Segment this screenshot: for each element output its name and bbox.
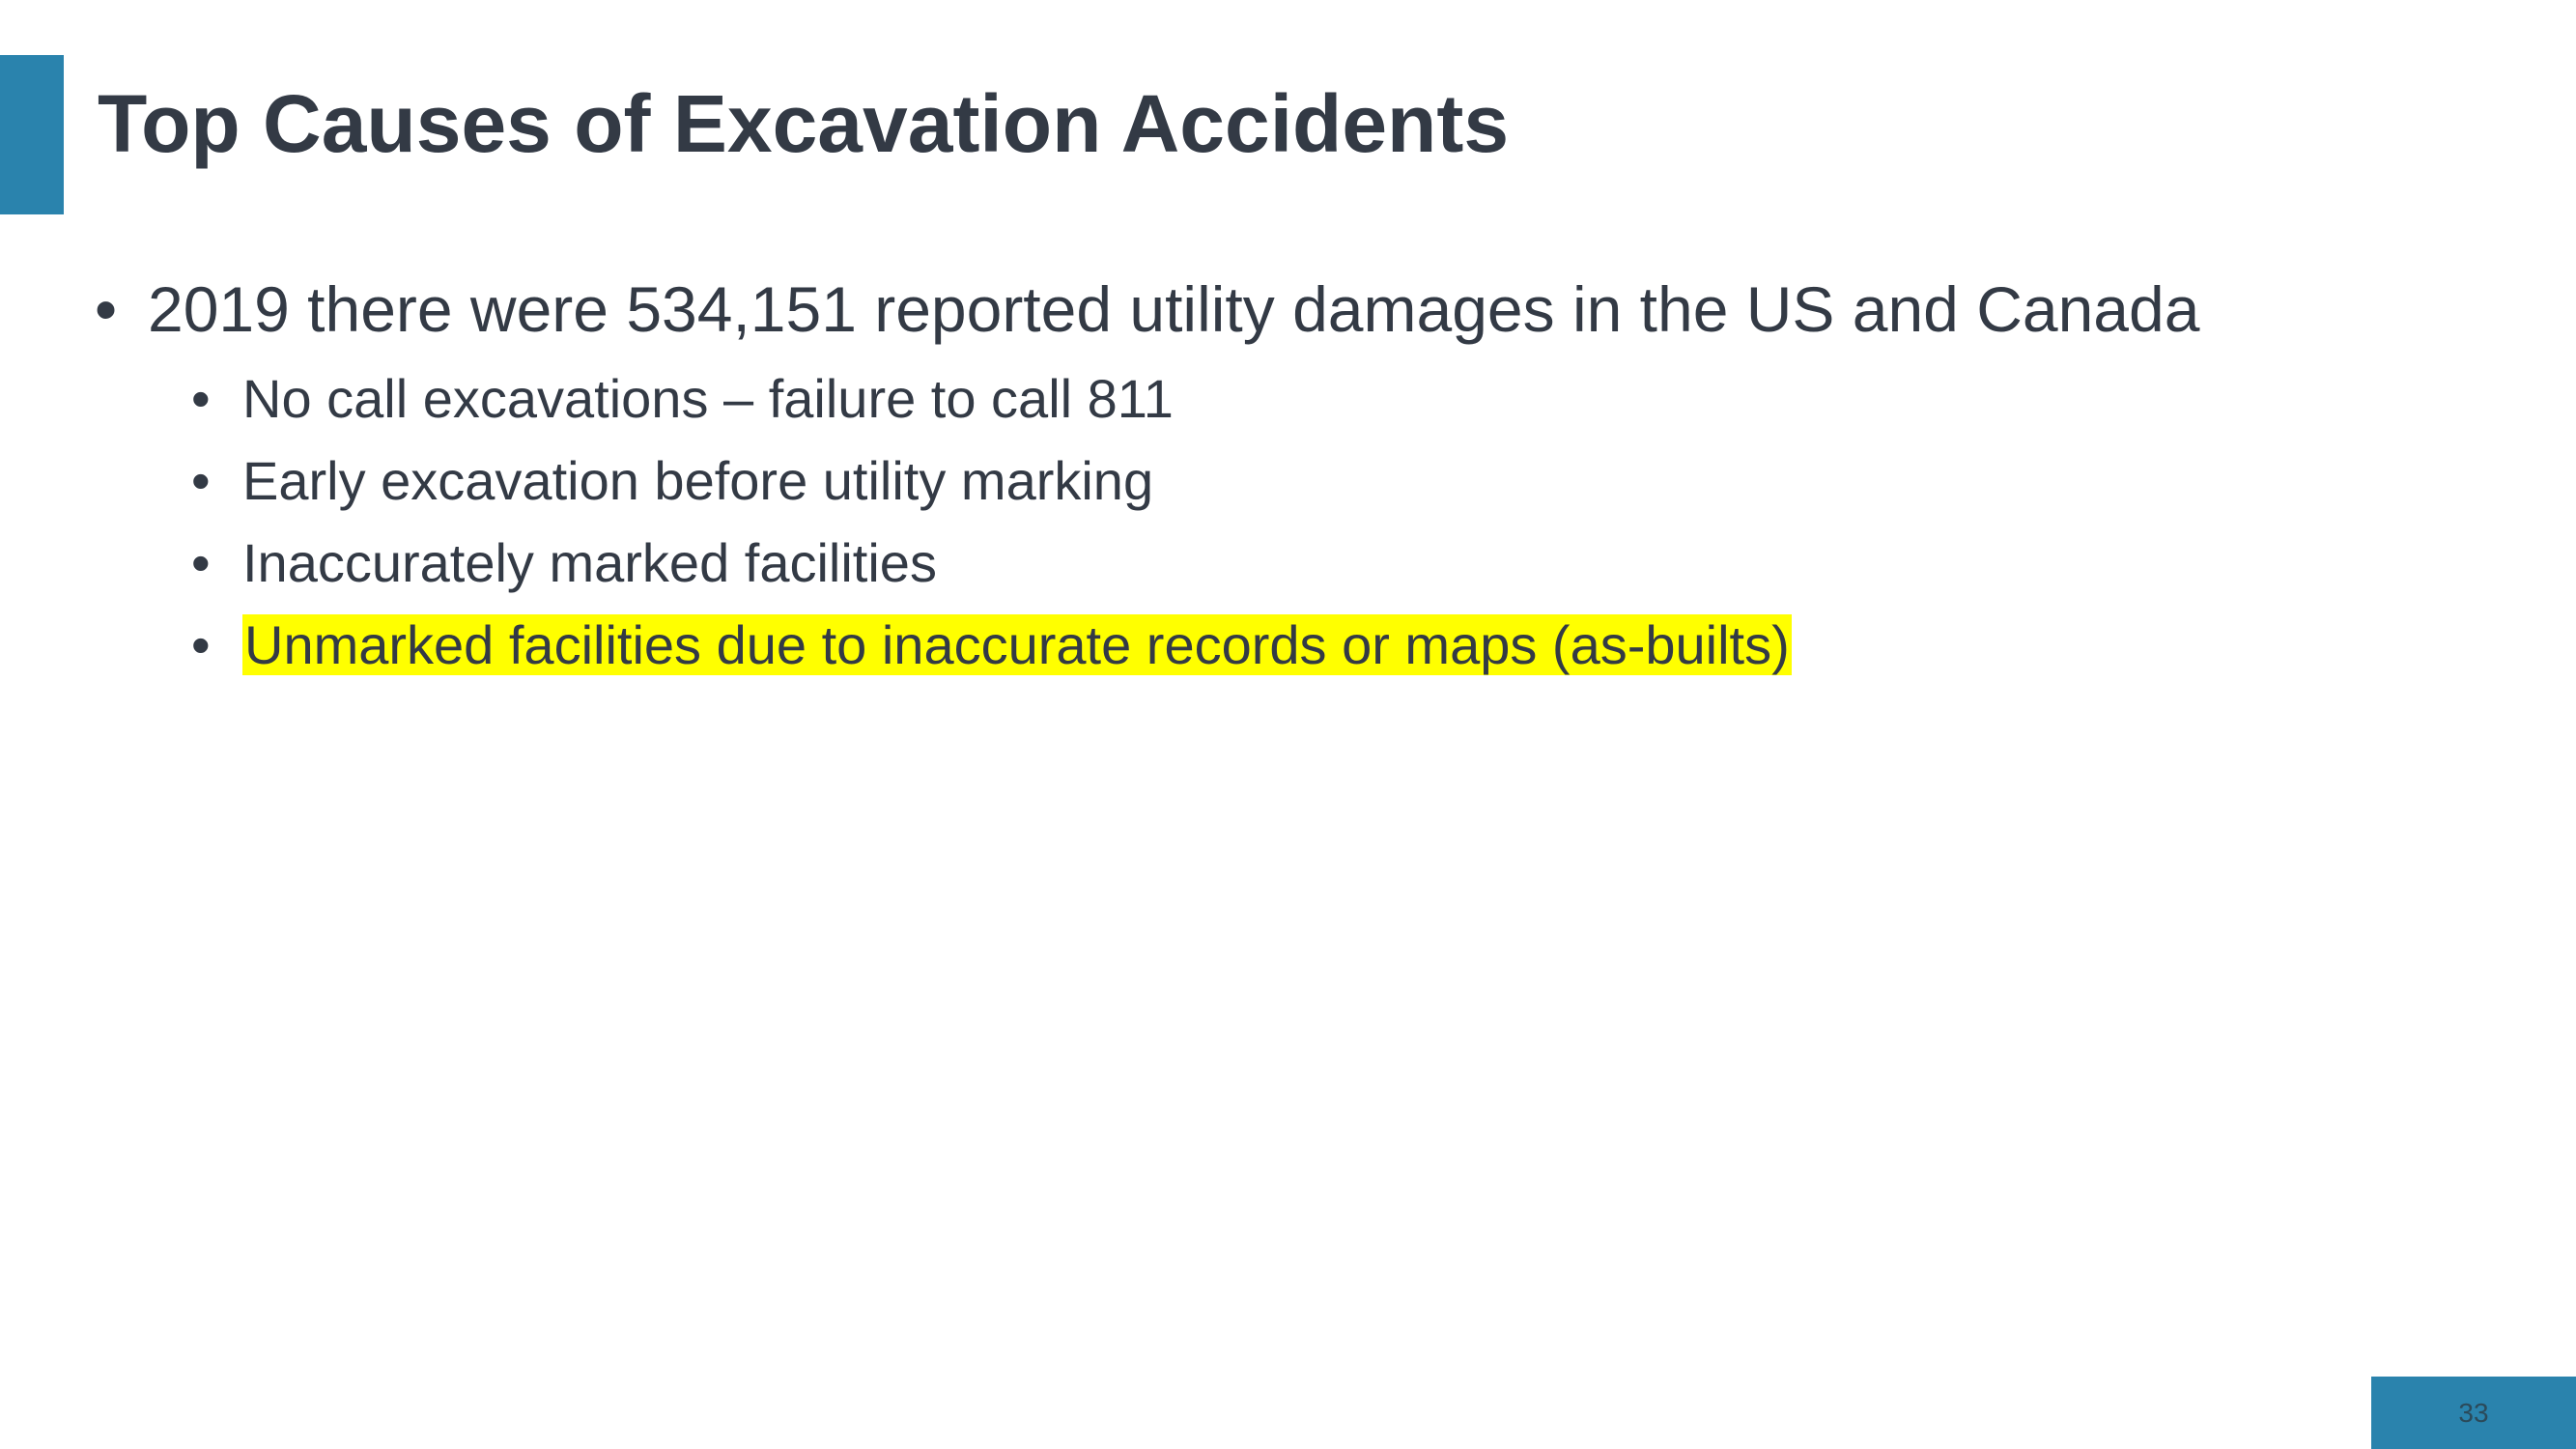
sub-bullet-item: • Unmarked facilities due to inaccurate …: [191, 604, 2518, 686]
sub-bullet-text: Inaccurately marked facilities: [242, 532, 937, 593]
title-accent-bar: [0, 55, 64, 214]
page-number-box: 33: [2371, 1377, 2576, 1449]
bullet-icon: •: [191, 614, 211, 675]
main-bullet-text: 2019 there were 534,151 reported utility…: [148, 273, 2200, 345]
sub-bullet-item: • No call excavations – failure to call …: [191, 357, 2518, 440]
highlighted-sub-bullet-text: Unmarked facilities due to inaccurate re…: [242, 614, 1792, 675]
sub-bullet-text: No call excavations – failure to call 81…: [242, 368, 1174, 429]
page-number: 33: [2458, 1398, 2489, 1428]
bullet-icon: •: [191, 368, 211, 429]
sub-bullet-list: • No call excavations – failure to call …: [95, 357, 2518, 686]
slide-content: • 2019 there were 534,151 reported utili…: [95, 261, 2518, 686]
bullet-icon: •: [191, 532, 211, 593]
slide-title: Top Causes of Excavation Accidents: [98, 78, 1510, 169]
sub-bullet-text: Early excavation before utility marking: [242, 450, 1154, 511]
bullet-icon: •: [95, 273, 118, 345]
main-bullet: • 2019 there were 534,151 reported utili…: [95, 261, 2518, 357]
bullet-icon: •: [191, 450, 211, 511]
sub-bullet-item: • Inaccurately marked facilities: [191, 522, 2518, 604]
sub-bullet-item: • Early excavation before utility markin…: [191, 440, 2518, 522]
